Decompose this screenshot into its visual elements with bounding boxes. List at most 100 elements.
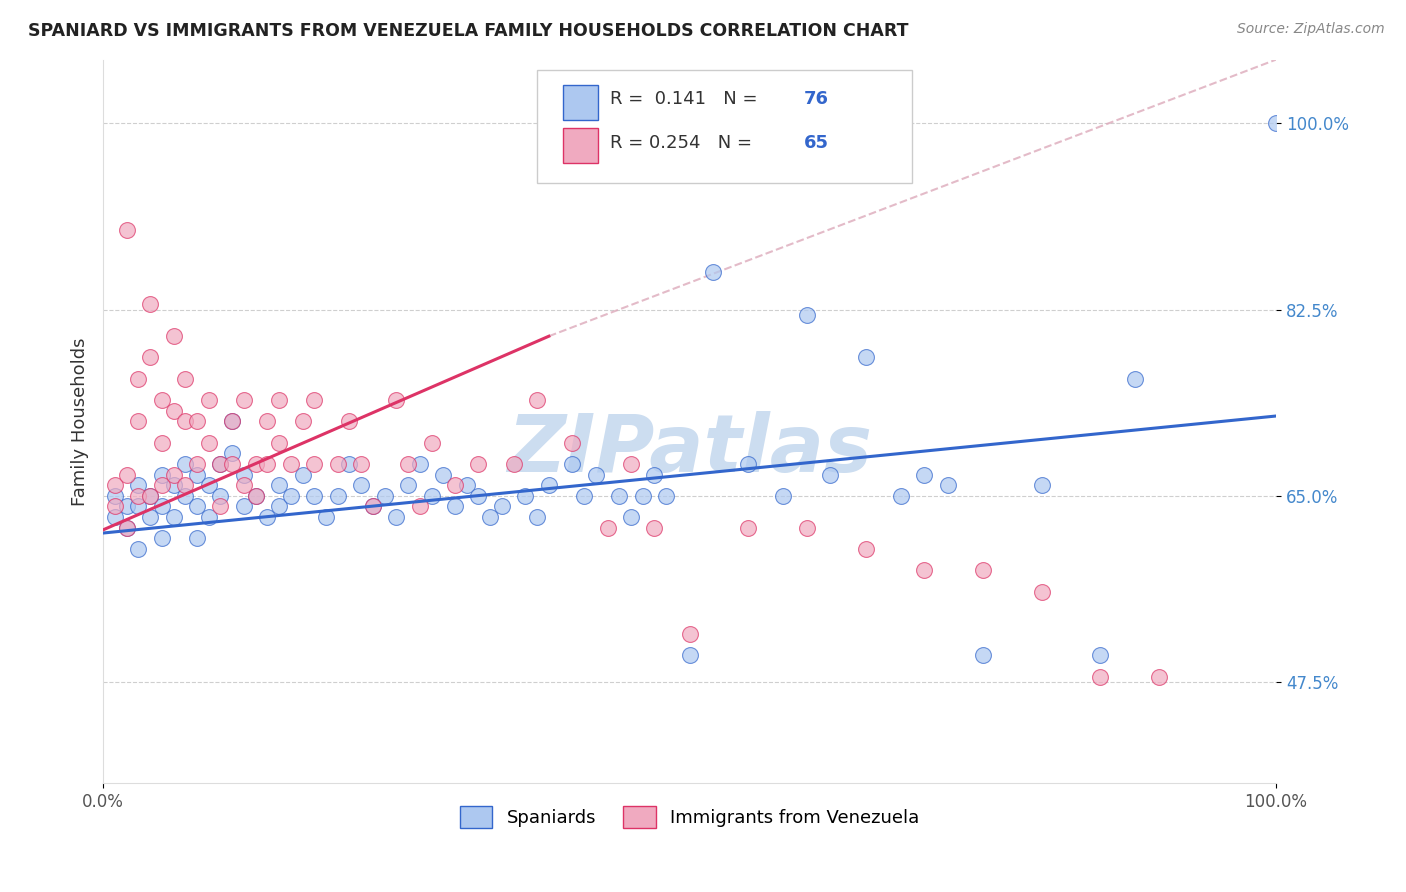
Point <box>396 457 419 471</box>
Point <box>209 457 232 471</box>
Point <box>104 478 127 492</box>
Point <box>409 500 432 514</box>
Point <box>385 392 408 407</box>
Point <box>150 435 173 450</box>
Point <box>115 500 138 514</box>
Point <box>678 627 700 641</box>
Point <box>245 457 267 471</box>
Point <box>280 457 302 471</box>
Point <box>162 510 184 524</box>
Point <box>186 467 208 482</box>
Point <box>396 478 419 492</box>
Point <box>972 563 994 577</box>
Point <box>139 297 162 311</box>
Point <box>972 648 994 663</box>
Point <box>444 500 467 514</box>
Point <box>221 414 243 428</box>
Point <box>491 500 513 514</box>
Point <box>232 478 254 492</box>
Point <box>796 308 818 322</box>
Point <box>620 510 643 524</box>
Point <box>104 510 127 524</box>
Point <box>209 489 232 503</box>
Point <box>643 521 665 535</box>
Point <box>115 521 138 535</box>
Point <box>1088 648 1111 663</box>
Point <box>150 500 173 514</box>
Point <box>855 351 877 365</box>
Point <box>912 563 935 577</box>
Point <box>620 457 643 471</box>
Point <box>912 467 935 482</box>
Point <box>104 500 127 514</box>
Point <box>1031 584 1053 599</box>
Point <box>150 532 173 546</box>
Point <box>339 414 361 428</box>
Point <box>139 351 162 365</box>
Point <box>174 489 197 503</box>
Point <box>1123 372 1146 386</box>
Point <box>127 500 149 514</box>
Point <box>291 467 314 482</box>
Point <box>1147 670 1170 684</box>
Point <box>315 510 337 524</box>
Point <box>150 478 173 492</box>
Point <box>820 467 842 482</box>
Point <box>197 478 219 492</box>
Point <box>456 478 478 492</box>
FancyBboxPatch shape <box>562 85 598 120</box>
Point <box>374 489 396 503</box>
Point <box>162 478 184 492</box>
Point <box>256 510 278 524</box>
Point <box>409 457 432 471</box>
Point <box>174 414 197 428</box>
Point <box>607 489 630 503</box>
Point <box>526 392 548 407</box>
Point <box>115 467 138 482</box>
Point <box>561 457 583 471</box>
Point <box>572 489 595 503</box>
Point <box>139 489 162 503</box>
Point <box>855 541 877 556</box>
Point <box>127 478 149 492</box>
Point <box>221 457 243 471</box>
Point <box>232 467 254 482</box>
Point <box>326 489 349 503</box>
Point <box>596 521 619 535</box>
Text: ZIPatlas: ZIPatlas <box>508 411 872 489</box>
Point <box>186 532 208 546</box>
Point <box>280 489 302 503</box>
Text: R = 0.254   N =: R = 0.254 N = <box>610 134 758 152</box>
Point <box>139 510 162 524</box>
Point <box>385 510 408 524</box>
Point <box>526 510 548 524</box>
Point <box>197 392 219 407</box>
Point <box>186 500 208 514</box>
Y-axis label: Family Households: Family Households <box>72 337 89 506</box>
Point <box>467 457 489 471</box>
Point <box>537 478 560 492</box>
Point <box>256 414 278 428</box>
Text: SPANIARD VS IMMIGRANTS FROM VENEZUELA FAMILY HOUSEHOLDS CORRELATION CHART: SPANIARD VS IMMIGRANTS FROM VENEZUELA FA… <box>28 22 908 40</box>
Point <box>655 489 678 503</box>
Point <box>221 446 243 460</box>
Point <box>174 478 197 492</box>
Text: R =  0.141   N =: R = 0.141 N = <box>610 90 763 109</box>
Point <box>197 435 219 450</box>
Point <box>232 500 254 514</box>
Point <box>174 372 197 386</box>
Point <box>502 457 524 471</box>
Point <box>115 521 138 535</box>
Point <box>127 372 149 386</box>
Point <box>678 648 700 663</box>
Point <box>936 478 959 492</box>
Point <box>209 457 232 471</box>
Point <box>104 489 127 503</box>
Text: 65: 65 <box>803 134 828 152</box>
Point <box>209 500 232 514</box>
Point <box>221 414 243 428</box>
Point <box>127 489 149 503</box>
Point <box>267 392 290 407</box>
Point <box>890 489 912 503</box>
Point <box>361 500 384 514</box>
